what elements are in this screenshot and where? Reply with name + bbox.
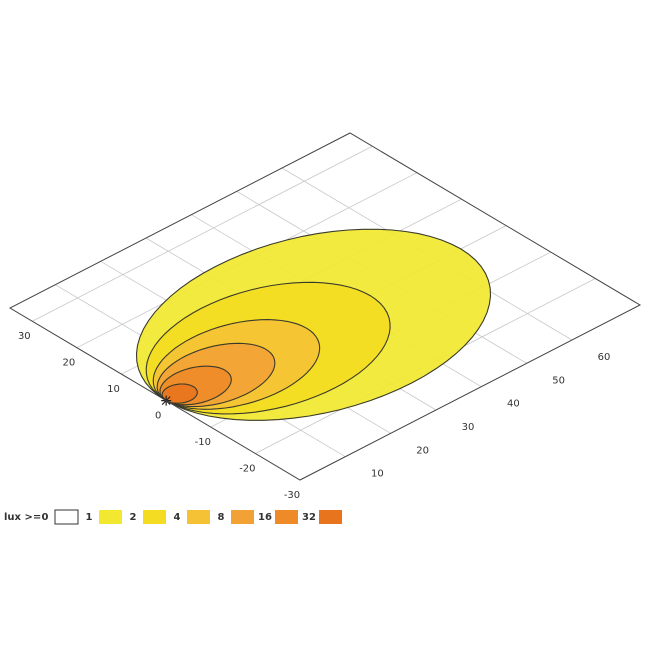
y-tick-label: -10 [195, 437, 211, 448]
isolux-contour [161, 383, 198, 404]
y-tick-label: -20 [239, 464, 255, 475]
legend-label: 8 [218, 512, 225, 523]
axes: 10 20 30 40 50 60 30 20 10 0 -10 -20 -30 [8, 132, 642, 501]
legend-swatch [319, 510, 342, 524]
legend-label: 1 [86, 512, 93, 523]
grid-line [32, 145, 373, 322]
legend-title: lux >= [4, 512, 41, 523]
legend-swatch [99, 510, 122, 524]
legend-swatch [231, 510, 254, 524]
y-tick-label: 10 [107, 384, 120, 395]
x-tick-label: 10 [371, 469, 384, 480]
legend-label: 16 [258, 512, 272, 523]
legend-swatch [54, 509, 79, 525]
legend-swatch [275, 510, 298, 524]
legend-swatch [143, 510, 166, 524]
x-tick-label: 60 [598, 352, 611, 363]
plot-frame [8, 132, 642, 481]
x-tick-label: 30 [462, 422, 475, 433]
contours [135, 228, 492, 421]
legend-label: 2 [130, 512, 137, 523]
y-tick-label: -30 [284, 490, 300, 501]
legend-label: 0 [42, 512, 49, 523]
legend: lux >= 0 1 2 4 8 16 32 [4, 509, 342, 525]
legend-label: 4 [174, 512, 181, 523]
y-tick-label: 30 [18, 331, 31, 342]
x-tick-label: 20 [416, 445, 429, 456]
y-tick-label: 20 [63, 358, 76, 369]
legend-label: 32 [302, 512, 316, 523]
x-tick-label: 40 [507, 399, 520, 410]
legend-swatch [187, 510, 210, 524]
y-tick-label: 0 [155, 411, 161, 422]
x-tick-label: 50 [552, 375, 565, 386]
